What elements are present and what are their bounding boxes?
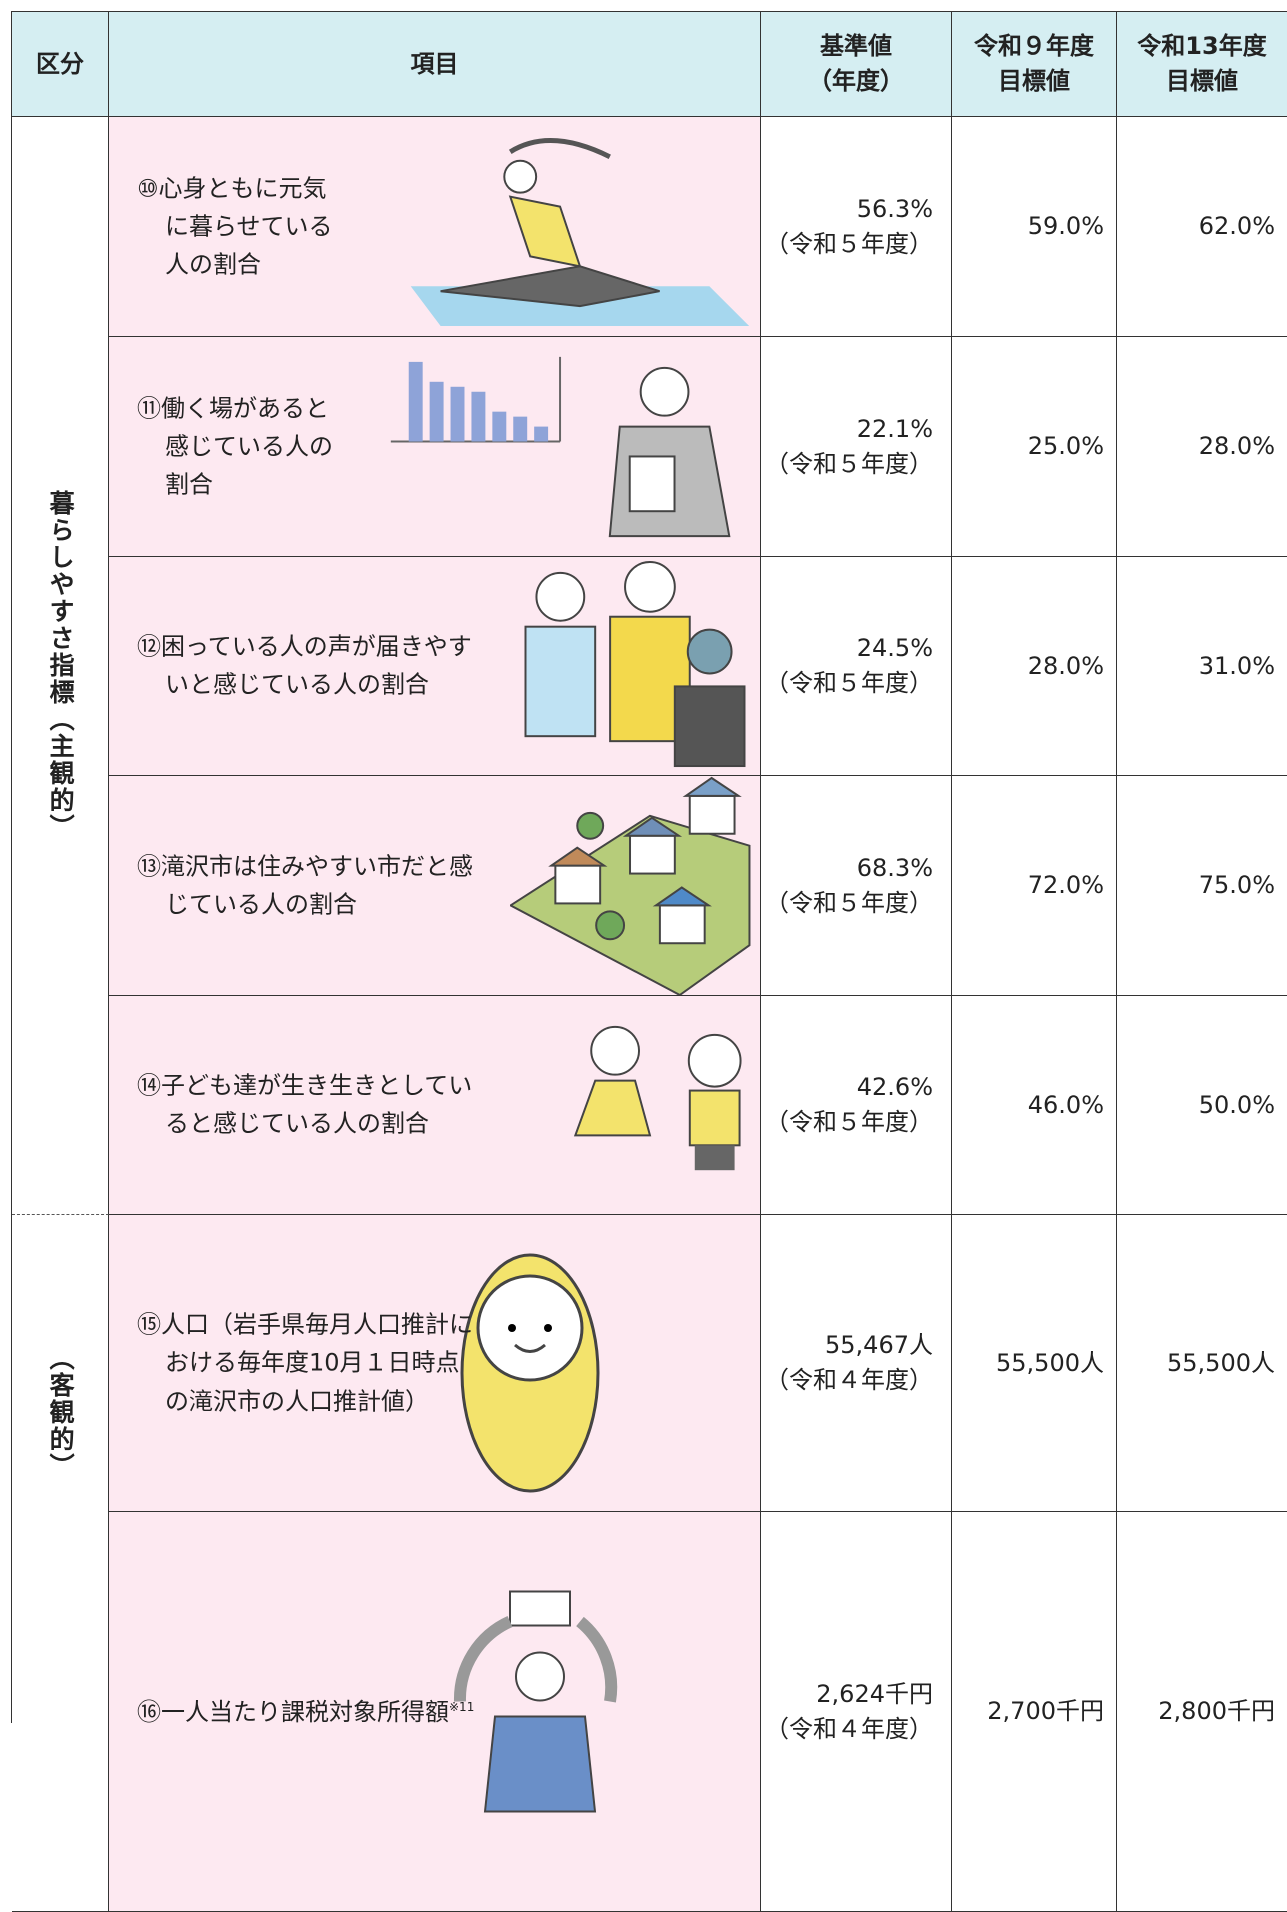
baseline-year: （令和４年度） [765,1714,933,1743]
item-label: ⑬滝沢市は住みやすい市だと感じている人の割合 [137,847,473,924]
baseline-year: （令和５年度） [765,449,933,478]
target-r9-cell: 25.0% [952,337,1117,557]
item-label-line: ⑯一人当たり課税対象所得額※11 [137,1697,475,1726]
target-r13-cell: 55,500人 [1117,1215,1287,1512]
item-cell: ⑯一人当たり課税対象所得額※11 [109,1512,761,1912]
target-r9-cell: 55,500人 [952,1215,1117,1512]
target-r9-cell: 2,700千円 [952,1512,1117,1912]
illustration [390,356,731,538]
target-r13-cell: 2,800千円 [1117,1512,1287,1912]
baseline-value: 24.5% [856,634,933,663]
item-label-line: の滝沢市の人口推計値） [165,1387,429,1416]
item-label-line: ると感じている人の割合 [165,1110,429,1138]
item-cell: ⑫困っている人の声が届きやすいと感じている人の割合 [109,557,761,776]
baseline-year: （令和５年度） [765,229,933,258]
baseline-value: 2,624千円 [816,1679,933,1708]
baseline-value: 22.1% [856,414,933,443]
baseline-cell: 22.1% （令和５年度） [761,337,952,557]
item-label-line: ⑬滝沢市は住みやすい市だと感 [137,852,473,881]
header-line: 令和13年度 [1137,32,1267,61]
item-label-line: 感じている人の [165,432,333,461]
category-cell: （客観的） [12,1215,109,1912]
item-label-line: ⑫困っている人の声が届きやす [137,632,472,661]
baseline-value: 55,467人 [825,1331,933,1360]
illustration [524,560,746,768]
baseline-value: 56.3% [856,194,933,223]
header-line: 基準値 [820,32,892,61]
header-cell: 項目 [109,12,761,117]
target-r13-cell: 62.0% [1117,117,1287,337]
item-label: ⑮人口（岩手県毎月人口推計における毎年度10月１日時点 の滝沢市の人口推計値） [137,1305,473,1420]
item-label: ⑩心身ともに元気に暮らせている 人の割合 [137,169,333,284]
item-label-line: いと感じている人の割合 [165,671,429,699]
header-cell: 基準値 （年度） [761,12,952,117]
header-line: 目標値 [1166,67,1238,95]
header-line: 目標値 [998,67,1070,95]
header-line: （年度） [808,67,904,95]
illustration [510,776,751,995]
item-label-line: 割合 [165,470,213,499]
item-label-line: 人の割合 [165,250,261,279]
item-label-line: ⑩心身ともに元気 [137,173,327,202]
baseline-cell: 2,624千円 （令和４年度） [761,1512,952,1912]
target-r13-cell: 75.0% [1117,776,1287,996]
item-cell: ⑮人口（岩手県毎月人口推計における毎年度10月１日時点 の滝沢市の人口推計値） [109,1215,761,1512]
item-cell: ⑭子ども達が生き生きとしていると感じている人の割合 [109,996,761,1215]
item-label-line: に暮らせている [165,212,333,241]
item-cell: ⑬滝沢市は住みやすい市だと感じている人の割合 [109,776,761,996]
target-r9-cell: 59.0% [952,117,1117,337]
item-label-line: ⑪働く場があると [137,393,329,422]
target-r9-cell: 28.0% [952,557,1117,776]
item-label-line: おける毎年度10月１日時点 [165,1348,460,1377]
baseline-value: 42.6% [856,1073,933,1102]
baseline-year: （令和５年度） [765,669,933,697]
target-r9-cell: 72.0% [952,776,1117,996]
item-label: ⑫困っている人の声が届きやすいと感じている人の割合 [137,628,472,705]
item-label-line: じている人の割合 [165,890,357,919]
baseline-cell: 56.3% （令和５年度） [761,117,952,337]
item-cell: ⑩心身ともに元気に暮らせている 人の割合 [109,117,761,337]
illustration [573,1025,742,1171]
item-cell: ⑪働く場があると感じている人の 割合 [109,337,761,557]
header-line: 令和９年度 [974,32,1094,61]
target-r13-cell: 28.0% [1117,337,1287,557]
illustration [410,138,750,327]
baseline-value: 68.3% [856,853,933,882]
header-cell: 令和13年度 目標値 [1117,12,1287,117]
target-r9-cell: 46.0% [952,996,1117,1215]
baseline-cell: 42.6% （令和５年度） [761,996,952,1215]
header-cell: 区分 [12,12,109,117]
baseline-year: （令和５年度） [765,1108,933,1136]
header-cell: 令和９年度目標値 [952,12,1117,117]
item-label: ⑯一人当たり課税対象所得額※11 [137,1692,474,1730]
target-r13-cell: 31.0% [1117,557,1287,776]
illustration [460,1253,600,1493]
item-label: ⑪働く場があると感じている人の 割合 [137,389,333,504]
baseline-cell: 55,467人 （令和４年度） [761,1215,952,1512]
baseline-year: （令和５年度） [765,888,933,917]
item-label: ⑭子ども達が生き生きとしていると感じている人の割合 [137,1067,472,1144]
item-label-line: ⑮人口（岩手県毎月人口推計に [137,1310,473,1339]
table: 区分 項目 基準値 （年度） 令和９年度 目標値 令和13年度 目標値 暮らしやすさ指標（主観的… [11,11,1287,1912]
item-label-line: ⑭子ども達が生き生きとしてい [137,1071,473,1100]
baseline-year: （令和４年度） [765,1366,933,1394]
page: 区分 項目 基準値 （年度） 令和９年度 目標値 令和13年度 目標値 暮らしやすさ指標（主観的… [11,11,1287,1912]
target-r13-cell: 50.0% [1117,996,1287,1215]
footnote-mark: ※11 [449,1699,475,1714]
category-label: （客観的） [46,1345,76,1480]
category-cell: 暮らしやすさ指標（主観的） [12,117,109,1215]
baseline-cell: 24.5% （令和５年度） [761,557,952,776]
baseline-cell: 68.3% （令和５年度） [761,776,952,996]
category-label: 暮らしやすさ指標（主観的） [46,490,76,841]
